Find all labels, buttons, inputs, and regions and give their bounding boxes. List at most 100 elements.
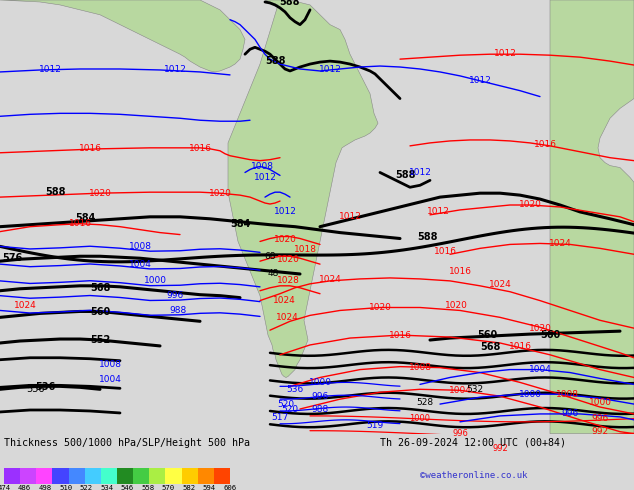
Text: 552: 552 xyxy=(90,335,110,345)
Bar xyxy=(214,468,230,484)
Text: Th 26-09-2024 12:00 UTC (00+84): Th 26-09-2024 12:00 UTC (00+84) xyxy=(380,438,566,448)
Text: 1020: 1020 xyxy=(444,301,467,310)
Bar xyxy=(181,468,198,484)
Bar xyxy=(198,468,214,484)
Text: 1000: 1000 xyxy=(143,276,167,285)
Text: 1012: 1012 xyxy=(339,212,361,221)
Text: 606: 606 xyxy=(223,485,236,490)
Text: 992: 992 xyxy=(492,444,508,453)
Text: 1012: 1012 xyxy=(273,207,297,217)
Text: 1012: 1012 xyxy=(427,207,450,217)
Text: 1016: 1016 xyxy=(533,140,557,149)
Text: 568: 568 xyxy=(90,283,110,293)
Text: 1004: 1004 xyxy=(129,260,152,269)
Polygon shape xyxy=(0,0,245,72)
Bar xyxy=(68,468,85,484)
Text: 1008: 1008 xyxy=(129,242,152,251)
Text: 996: 996 xyxy=(592,415,609,423)
Text: 1020: 1020 xyxy=(276,255,299,264)
Text: 988: 988 xyxy=(311,405,328,414)
Text: 1024: 1024 xyxy=(13,301,36,310)
Text: 996: 996 xyxy=(561,410,579,418)
Text: 584: 584 xyxy=(75,213,95,223)
Text: 536: 536 xyxy=(287,385,304,394)
Bar xyxy=(4,468,20,484)
Text: 474: 474 xyxy=(0,485,11,490)
Text: 988: 988 xyxy=(169,306,186,315)
Text: 498: 498 xyxy=(39,485,51,490)
Text: 996: 996 xyxy=(166,291,184,300)
Text: 1016: 1016 xyxy=(508,343,531,351)
Text: 588: 588 xyxy=(265,56,285,66)
Text: 1024: 1024 xyxy=(489,280,512,289)
Text: 520: 520 xyxy=(281,405,299,414)
Text: 534: 534 xyxy=(100,485,113,490)
Text: 1016: 1016 xyxy=(188,145,212,153)
Text: 558: 558 xyxy=(141,485,155,490)
Text: 570: 570 xyxy=(162,485,175,490)
Text: 588: 588 xyxy=(280,0,301,7)
Bar xyxy=(53,468,68,484)
Text: 992: 992 xyxy=(592,427,609,436)
Bar xyxy=(20,468,36,484)
Text: 588: 588 xyxy=(45,187,65,197)
Text: 1016: 1016 xyxy=(389,331,411,340)
Text: 1024: 1024 xyxy=(548,239,571,248)
Text: 1024: 1024 xyxy=(276,313,299,322)
Text: 1024: 1024 xyxy=(319,275,341,284)
Text: 1000: 1000 xyxy=(588,397,612,407)
Text: 1012: 1012 xyxy=(254,173,276,182)
Text: 1024: 1024 xyxy=(273,296,295,305)
Text: 510: 510 xyxy=(59,485,72,490)
Text: 1018: 1018 xyxy=(294,245,316,254)
Text: 1004: 1004 xyxy=(449,386,472,395)
Text: 1012: 1012 xyxy=(493,49,517,58)
Text: 48: 48 xyxy=(268,270,279,278)
Text: 1004: 1004 xyxy=(529,365,552,374)
Text: 1020: 1020 xyxy=(89,189,112,197)
Text: 1000: 1000 xyxy=(410,415,430,423)
Text: 1016: 1016 xyxy=(434,247,456,256)
Text: 68: 68 xyxy=(264,252,276,261)
Text: 1016: 1016 xyxy=(448,267,472,275)
Bar xyxy=(149,468,165,484)
Text: 1016: 1016 xyxy=(68,219,91,228)
Text: 546: 546 xyxy=(120,485,134,490)
Text: 1028: 1028 xyxy=(276,276,299,285)
Text: 588: 588 xyxy=(418,232,438,242)
Text: 1020: 1020 xyxy=(368,303,391,312)
Text: 584: 584 xyxy=(230,219,250,229)
Text: 594: 594 xyxy=(203,485,216,490)
Polygon shape xyxy=(228,0,378,377)
Text: 1000: 1000 xyxy=(309,378,332,387)
Text: 1012: 1012 xyxy=(39,66,61,74)
Text: 582: 582 xyxy=(183,485,195,490)
Text: 1008: 1008 xyxy=(250,162,273,171)
Text: 1012: 1012 xyxy=(318,66,342,74)
Text: Thickness 500/1000 hPa/SLP/Height 500 hPa: Thickness 500/1000 hPa/SLP/Height 500 hP… xyxy=(4,438,250,448)
Text: 517: 517 xyxy=(271,414,288,422)
Text: 528: 528 xyxy=(417,397,434,407)
Text: 560: 560 xyxy=(477,330,497,340)
Text: 576: 576 xyxy=(2,253,22,263)
Bar xyxy=(133,468,149,484)
Bar xyxy=(101,468,117,484)
Text: 532: 532 xyxy=(467,385,484,394)
Text: 519: 519 xyxy=(366,421,384,430)
Text: 560: 560 xyxy=(540,330,560,340)
Bar xyxy=(117,468,133,484)
Text: 1012: 1012 xyxy=(469,76,491,85)
Bar xyxy=(165,468,181,484)
Text: 996: 996 xyxy=(452,429,468,438)
Bar xyxy=(85,468,101,484)
Text: 1012: 1012 xyxy=(408,168,432,177)
Text: 1020: 1020 xyxy=(209,189,231,197)
Text: 568: 568 xyxy=(480,342,500,352)
Polygon shape xyxy=(550,0,634,434)
Text: 536: 536 xyxy=(26,384,44,394)
Text: ©weatheronline.co.uk: ©weatheronline.co.uk xyxy=(420,471,527,480)
Text: 588: 588 xyxy=(395,171,415,180)
Text: 1020: 1020 xyxy=(273,235,297,244)
Text: 520: 520 xyxy=(278,399,295,409)
Text: 1008: 1008 xyxy=(98,360,122,369)
